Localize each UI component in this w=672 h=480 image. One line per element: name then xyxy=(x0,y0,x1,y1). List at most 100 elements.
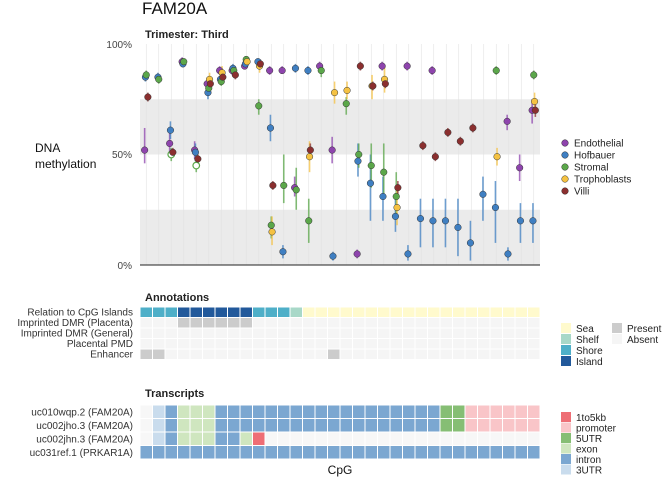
methylation-panel: Trimester: Third 100% 50% 0% DNA methyla… xyxy=(35,29,540,272)
transcript-cell xyxy=(215,419,227,432)
transcript-cell xyxy=(228,446,240,459)
transcript-cell xyxy=(490,446,502,459)
annotation-cell xyxy=(265,328,277,338)
data-point xyxy=(366,179,375,187)
data-point xyxy=(503,117,511,125)
transcript-cell xyxy=(190,419,202,432)
annotation-cell xyxy=(165,307,177,317)
annotation-cell xyxy=(365,349,377,359)
annotation-cell xyxy=(440,328,452,338)
data-point xyxy=(268,228,276,236)
transcript-cell xyxy=(203,419,215,432)
legend-label: 5UTR xyxy=(576,434,602,445)
annotation-cell xyxy=(465,339,477,349)
annotation-cell xyxy=(440,339,452,349)
data-point xyxy=(354,157,362,165)
annotation-cell xyxy=(490,307,502,317)
annotation-cell xyxy=(465,318,477,328)
annotation-cell xyxy=(465,349,477,359)
legend-label: 3UTR xyxy=(576,466,602,477)
transcript-cell xyxy=(253,405,265,418)
annotation-cell xyxy=(290,349,302,359)
data-point xyxy=(206,80,214,88)
annotation-cell xyxy=(365,318,377,328)
data-point xyxy=(456,137,464,145)
annotation-cell xyxy=(178,318,190,328)
annotation-cell xyxy=(415,318,427,328)
annotation-cell xyxy=(190,307,202,317)
transcript-cell xyxy=(415,419,427,432)
transcript-cell xyxy=(515,419,527,432)
background-bands xyxy=(140,99,540,265)
annotation-cell xyxy=(215,328,227,338)
annotation-cell xyxy=(153,307,165,317)
transcript-cell xyxy=(203,432,215,445)
transcript-cell xyxy=(190,432,202,445)
data-point xyxy=(305,217,313,225)
legend-label: exon xyxy=(576,445,598,456)
data-point xyxy=(516,217,525,225)
legend-label: Hofbauer xyxy=(574,151,616,162)
legend-swatch xyxy=(561,454,571,464)
data-point xyxy=(444,128,452,136)
legend-label: Island xyxy=(576,357,603,368)
annotation-cell xyxy=(203,318,215,328)
annotation-cell xyxy=(140,339,152,349)
transcript-cell xyxy=(353,432,365,445)
annotation-cell xyxy=(265,349,277,359)
annotation-cell xyxy=(240,318,252,328)
transcript-cell xyxy=(178,446,190,459)
annotation-cell xyxy=(203,307,215,317)
annotation-cell xyxy=(190,328,202,338)
annotation-cell xyxy=(153,349,165,359)
annotation-cell xyxy=(328,307,340,317)
transcript-cell xyxy=(490,405,502,418)
annotation-row-label: Placental PMD xyxy=(67,339,133,350)
transcript-cell xyxy=(403,419,415,432)
transcript-cell xyxy=(353,419,365,432)
annotation-cell xyxy=(378,318,390,328)
transcript-cell xyxy=(453,446,465,459)
data-point xyxy=(429,217,437,225)
transcript-cell xyxy=(178,419,190,432)
data-point xyxy=(393,203,401,212)
legend-swatch xyxy=(561,412,571,422)
legend-label: Sea xyxy=(576,324,594,335)
transcript-cell xyxy=(240,405,252,418)
annotation-cell xyxy=(178,349,190,359)
data-point xyxy=(255,102,263,110)
data-point xyxy=(267,221,275,229)
data-point xyxy=(391,212,400,220)
transcript-cell xyxy=(303,446,315,459)
transcript-cell xyxy=(278,432,290,445)
annotation-cell xyxy=(478,318,490,328)
transcript-cell xyxy=(278,405,290,418)
data-point xyxy=(356,62,364,70)
annotation-cell xyxy=(278,339,290,349)
legend-swatch xyxy=(561,139,569,147)
transcript-cell xyxy=(303,419,315,432)
annotation-cell xyxy=(278,349,290,359)
annotation-cell xyxy=(165,339,177,349)
transcript-cell xyxy=(203,405,215,418)
annotation-cell xyxy=(503,307,515,317)
transcript-cell xyxy=(328,419,340,432)
annotation-cell xyxy=(453,307,465,317)
annotation-cell xyxy=(515,328,527,338)
annotation-cell xyxy=(278,328,290,338)
annotation-cell xyxy=(415,307,427,317)
legend-label: Endothelial xyxy=(574,139,623,150)
transcript-cell xyxy=(253,446,265,459)
annotation-cell xyxy=(503,318,515,328)
data-point xyxy=(530,71,538,79)
data-point xyxy=(180,58,188,66)
annotation-cell xyxy=(290,339,302,349)
annotation-cell xyxy=(303,307,315,317)
legend-label: Stromal xyxy=(574,163,608,174)
annotation-cell xyxy=(390,328,402,338)
data-point xyxy=(278,66,286,75)
transcript-cell xyxy=(290,419,302,432)
transcript-cell xyxy=(415,432,427,445)
